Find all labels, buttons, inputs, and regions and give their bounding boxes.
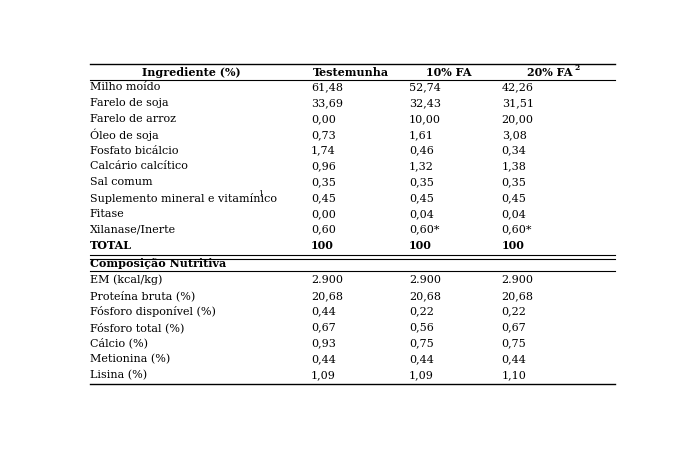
Text: 0,75: 0,75: [409, 338, 434, 348]
Text: 3,08: 3,08: [501, 130, 527, 140]
Text: 2.900: 2.900: [501, 275, 534, 285]
Text: Calcário calcítico: Calcário calcítico: [90, 161, 187, 171]
Text: 0,73: 0,73: [311, 130, 336, 140]
Text: 2.900: 2.900: [311, 275, 343, 285]
Text: 0,75: 0,75: [501, 338, 527, 348]
Text: 0,67: 0,67: [501, 322, 527, 332]
Text: Suplemento mineral e vitamínico: Suplemento mineral e vitamínico: [90, 192, 277, 204]
Text: 0,44: 0,44: [409, 354, 434, 364]
Text: 1,61: 1,61: [409, 130, 434, 140]
Text: 0,45: 0,45: [311, 193, 336, 203]
Text: 1,09: 1,09: [409, 370, 434, 380]
Text: 1,10: 1,10: [501, 370, 527, 380]
Text: 10% FA: 10% FA: [426, 67, 471, 78]
Text: 0,44: 0,44: [501, 354, 527, 364]
Text: 100: 100: [311, 240, 334, 251]
Text: 10,00: 10,00: [409, 114, 441, 124]
Text: 20% FA: 20% FA: [527, 67, 572, 78]
Text: 0,00: 0,00: [311, 209, 336, 219]
Text: 0,35: 0,35: [311, 177, 336, 187]
Text: TOTAL: TOTAL: [90, 240, 132, 251]
Text: 2: 2: [575, 64, 580, 72]
Text: 0,93: 0,93: [311, 338, 336, 348]
Text: 0,00: 0,00: [311, 114, 336, 124]
Text: Farelo de arroz: Farelo de arroz: [90, 114, 176, 124]
Text: 1,09: 1,09: [311, 370, 336, 380]
Text: 0,45: 0,45: [501, 193, 527, 203]
Text: 31,51: 31,51: [501, 98, 534, 108]
Text: 20,68: 20,68: [501, 291, 534, 301]
Text: Fosfato bicálcio: Fosfato bicálcio: [90, 146, 179, 156]
Text: 0,56: 0,56: [409, 322, 434, 332]
Text: Testemunha: Testemunha: [313, 67, 389, 78]
Text: EM (kcal/kg): EM (kcal/kg): [90, 275, 162, 285]
Text: 1,38: 1,38: [501, 161, 527, 171]
Text: 61,48: 61,48: [311, 82, 343, 92]
Text: Milho moído: Milho moído: [90, 82, 160, 92]
Text: Cálcio (%): Cálcio (%): [90, 338, 148, 349]
Text: 0,22: 0,22: [501, 307, 527, 317]
Text: 20,68: 20,68: [311, 291, 343, 301]
Text: Proteína bruta (%): Proteína bruta (%): [90, 290, 195, 302]
Text: 0,44: 0,44: [311, 354, 336, 364]
Text: 20,00: 20,00: [501, 114, 534, 124]
Text: 0,45: 0,45: [409, 193, 434, 203]
Text: 32,43: 32,43: [409, 98, 441, 108]
Text: 52,74: 52,74: [409, 82, 440, 92]
Text: 0,44: 0,44: [311, 307, 336, 317]
Text: 0,60*: 0,60*: [409, 225, 439, 234]
Text: 0,04: 0,04: [409, 209, 434, 219]
Text: Fitase: Fitase: [90, 209, 124, 219]
Text: 0,46: 0,46: [409, 146, 434, 156]
Text: 0,22: 0,22: [409, 307, 434, 317]
Text: 1,32: 1,32: [409, 161, 434, 171]
Text: 42,26: 42,26: [501, 82, 534, 92]
Text: 0,04: 0,04: [501, 209, 527, 219]
Text: Xilanase/Inerte: Xilanase/Inerte: [90, 225, 176, 234]
Text: 0,67: 0,67: [311, 322, 336, 332]
Text: 0,96: 0,96: [311, 161, 336, 171]
Text: 0,60*: 0,60*: [501, 225, 532, 234]
Text: 100: 100: [409, 240, 432, 251]
Text: 20,68: 20,68: [409, 291, 441, 301]
Text: 0,60: 0,60: [311, 225, 336, 234]
Text: Sal comum: Sal comum: [90, 177, 153, 187]
Text: 1,74: 1,74: [311, 146, 336, 156]
Text: 0,35: 0,35: [409, 177, 434, 187]
Text: 2.900: 2.900: [409, 275, 441, 285]
Text: Ingrediente (%): Ingrediente (%): [142, 67, 241, 78]
Text: Óleo de soja: Óleo de soja: [90, 129, 159, 141]
Text: Farelo de soja: Farelo de soja: [90, 98, 168, 108]
Text: 0,34: 0,34: [501, 146, 527, 156]
Text: Fósforo disponível (%): Fósforo disponível (%): [90, 306, 215, 317]
Text: Fósforo total (%): Fósforo total (%): [90, 322, 184, 333]
Text: Lisina (%): Lisina (%): [90, 370, 147, 380]
Text: 33,69: 33,69: [311, 98, 343, 108]
Text: Composição Nutritiva: Composição Nutritiva: [90, 258, 226, 269]
Text: Metionina (%): Metionina (%): [90, 354, 170, 364]
Text: 100: 100: [501, 240, 525, 251]
Text: 1: 1: [259, 190, 263, 198]
Text: 0,35: 0,35: [501, 177, 527, 187]
